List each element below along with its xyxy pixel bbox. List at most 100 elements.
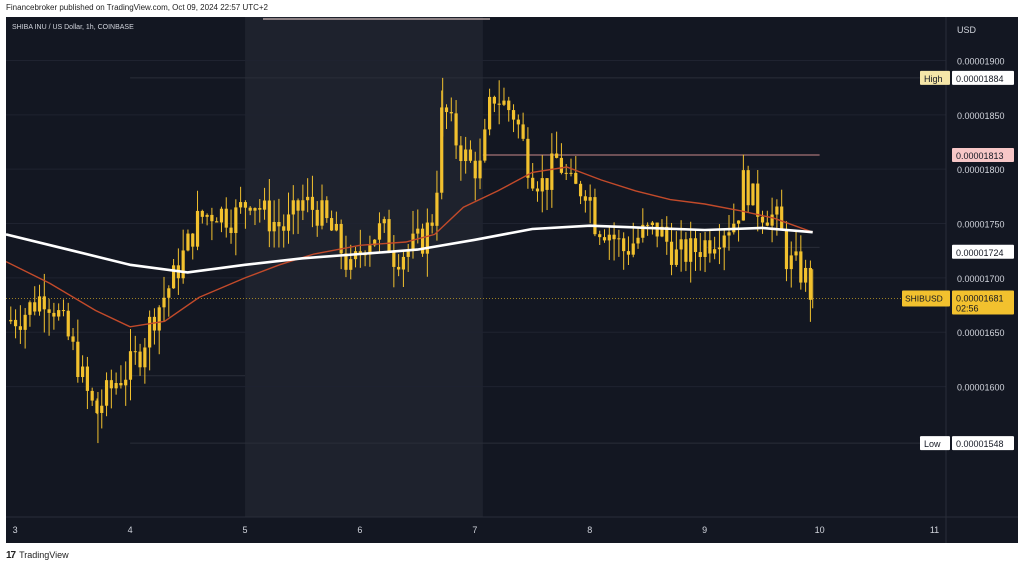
candle-body [636, 237, 640, 244]
candle-body [693, 238, 698, 253]
candle-body [152, 316, 157, 331]
candle-body [47, 309, 51, 313]
candle-body [377, 223, 382, 240]
candle-body [23, 314, 27, 330]
candle-body [119, 383, 123, 386]
candle-body [28, 302, 32, 315]
candle-body [444, 107, 449, 113]
level-1813-value: 0.00001813 [956, 151, 1004, 161]
price-tick-label: 0.00001600 [957, 383, 1005, 393]
low-tag: Low [924, 439, 941, 449]
candle-body [440, 107, 444, 193]
publish-info: Financebroker published on TradingView.c… [6, 3, 269, 12]
candle-body [81, 366, 85, 378]
candle-body [569, 172, 573, 174]
candle-body [37, 296, 42, 312]
candle-body [588, 197, 592, 201]
candle-body [626, 251, 631, 255]
time-tick-label: 3 [13, 525, 18, 535]
candle-body [784, 228, 789, 270]
candle-body [138, 351, 142, 368]
candle-body [622, 238, 626, 252]
candle-body [708, 240, 712, 254]
brand-label: TradingView [19, 550, 69, 560]
price-tick-label: 0.00001750 [957, 220, 1005, 230]
candle-body [229, 227, 233, 234]
footer-brand[interactable]: 17 TradingView [6, 548, 69, 562]
time-tick-label: 9 [702, 525, 707, 535]
candle-body [531, 177, 535, 189]
candle-body [248, 207, 252, 211]
candle-body [741, 170, 745, 221]
candle-body [186, 233, 190, 251]
candle-body [215, 221, 219, 223]
candle-body [277, 221, 281, 227]
low-value: 0.00001548 [956, 439, 1004, 449]
candle-body [535, 188, 540, 192]
chart-title: SHIBA INU / US Dollar, 1h, COINBASE [12, 24, 134, 31]
candle-body [804, 267, 808, 283]
candle-body [85, 366, 89, 391]
candle-body [114, 383, 118, 389]
candle-body [660, 226, 664, 237]
candle-body [449, 112, 453, 114]
candle-body [267, 200, 271, 232]
candle-body [808, 267, 813, 300]
candle-body [392, 252, 396, 267]
candle-body [133, 351, 137, 353]
candle-body [286, 214, 291, 231]
time-tick-label: 5 [243, 525, 248, 535]
candle-body [205, 214, 209, 217]
candle-body [770, 214, 774, 226]
candle-body [689, 238, 693, 262]
high-tag-bg [920, 70, 950, 85]
candle-body [521, 124, 525, 139]
candle-body [698, 252, 702, 257]
candle-body [162, 297, 166, 308]
candle-body [66, 310, 70, 337]
candle-body [401, 256, 406, 270]
time-axis[interactable]: 3 4 5 6 7 8 9 10 11 [6, 516, 1018, 535]
price-axis[interactable]: 0.00001900 0.00001850 0.00001800 0.00001750… [945, 17, 1005, 543]
candle-body [416, 228, 420, 234]
candle-body [157, 307, 161, 331]
candle-body [282, 226, 286, 231]
time-tick-label: 11 [930, 525, 939, 535]
candle-body [195, 210, 200, 247]
candle-body [760, 216, 765, 223]
candle-body [598, 234, 602, 238]
chart-panel[interactable]: 0.00001900 0.00001850 0.00001800 0.00001750… [6, 17, 1018, 543]
candle-body [492, 96, 496, 104]
candle-body [540, 178, 544, 192]
candle-body [736, 220, 741, 224]
candle-body [789, 255, 793, 270]
candle-body [799, 251, 803, 283]
candle-body [478, 160, 482, 179]
candle-body [593, 197, 597, 235]
price-chart[interactable]: 0.00001900 0.00001850 0.00001800 0.00001750… [6, 17, 1018, 543]
candle-body [291, 200, 295, 215]
candle-body [148, 316, 152, 348]
candle-body [507, 100, 511, 111]
candle-body [397, 266, 401, 270]
candle-body [406, 249, 410, 257]
candle-body [272, 221, 276, 232]
countdown: 02:56 [956, 304, 979, 314]
candle-body [435, 192, 439, 226]
candle-body [703, 240, 707, 257]
candle-body [258, 208, 262, 210]
candle-body [502, 100, 506, 105]
candle-body [717, 247, 722, 250]
current-symbol-bg [902, 290, 950, 307]
candle-body [320, 200, 324, 226]
level-1724-value: 0.00001724 [956, 248, 1004, 258]
candle-body [756, 183, 760, 217]
candle-body [310, 196, 315, 210]
candle-body [325, 200, 329, 219]
candle-body [253, 208, 257, 211]
currency-label: USD [957, 25, 977, 35]
candle-body [459, 145, 463, 162]
candle-body [765, 222, 769, 226]
candles [9, 77, 814, 444]
high-value: 0.00001884 [956, 74, 1004, 84]
